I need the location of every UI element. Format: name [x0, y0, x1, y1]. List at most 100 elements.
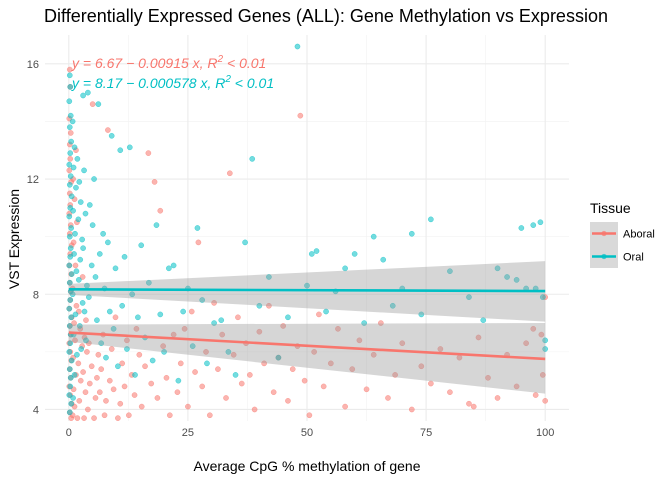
data-point — [342, 265, 348, 272]
data-point — [313, 248, 320, 254]
data-point — [157, 207, 164, 214]
data-point — [170, 262, 177, 269]
data-point — [82, 389, 89, 395]
data-point — [68, 271, 75, 277]
data-point — [166, 265, 172, 272]
y-axis-title: VST Expression — [6, 189, 22, 289]
data-point — [96, 251, 103, 257]
data-point — [96, 389, 103, 395]
data-point — [77, 256, 84, 263]
data-point — [247, 372, 253, 378]
legend-label: Oral — [623, 252, 644, 264]
data-point — [124, 337, 130, 344]
data-point — [177, 360, 184, 367]
data-point — [74, 156, 81, 162]
data-point — [78, 346, 85, 352]
data-point — [142, 363, 148, 370]
data-point — [121, 254, 128, 260]
regression-line — [68, 288, 546, 293]
data-point — [211, 320, 217, 326]
data-point — [81, 415, 87, 421]
legend: Tissue Aboral Oral — [590, 200, 655, 268]
data-point — [72, 311, 79, 318]
data-point — [68, 225, 74, 231]
data-point — [67, 245, 74, 251]
data-point — [73, 302, 80, 309]
data-point — [76, 277, 82, 283]
data-point — [85, 89, 91, 96]
x-tick-label: 0 — [66, 427, 72, 439]
data-point — [67, 150, 74, 156]
data-point — [66, 262, 73, 269]
data-point — [167, 412, 173, 419]
data-point — [91, 176, 97, 182]
data-point — [106, 308, 113, 315]
data-point — [351, 251, 358, 257]
data-point — [289, 366, 296, 372]
data-point — [81, 308, 88, 315]
data-point — [470, 403, 477, 410]
x-axis-title: Average CpG % methylation of gene — [194, 458, 421, 474]
data-point — [175, 377, 182, 384]
data-point — [101, 412, 108, 419]
data-point — [174, 389, 181, 395]
data-point — [67, 254, 74, 260]
data-point — [475, 334, 482, 341]
data-point — [75, 216, 82, 223]
x-tick-label: 75 — [420, 427, 432, 439]
data-point — [136, 351, 143, 358]
data-point — [230, 351, 237, 358]
data-point — [79, 300, 86, 306]
regression-equation: y = 6.67 − 0.00915 x, R2 < 0.01 — [71, 54, 266, 71]
data-point — [181, 326, 188, 332]
data-point — [151, 179, 158, 185]
data-point — [73, 184, 79, 191]
data-point — [66, 66, 73, 73]
data-point — [311, 349, 317, 355]
data-point — [437, 346, 444, 352]
data-point — [67, 173, 74, 179]
series-points — [66, 43, 548, 416]
data-point — [227, 170, 233, 177]
data-point — [542, 346, 548, 352]
data-point — [518, 225, 525, 231]
data-point — [203, 349, 209, 355]
data-point — [67, 383, 74, 390]
data-point — [270, 389, 277, 395]
data-point — [428, 216, 434, 223]
legend-point — [601, 253, 607, 260]
data-point — [103, 398, 109, 404]
data-point — [74, 351, 80, 358]
data-point — [428, 380, 434, 387]
data-point — [67, 340, 74, 347]
data-point — [94, 317, 100, 323]
data-point — [66, 305, 73, 312]
y-tick-label: 8 — [33, 289, 39, 301]
data-point — [68, 357, 75, 364]
data-point — [504, 274, 510, 280]
data-point — [66, 161, 73, 168]
data-point — [204, 360, 210, 367]
data-point — [88, 363, 95, 370]
data-point — [66, 124, 73, 130]
data-point — [225, 349, 232, 355]
data-point — [418, 363, 425, 370]
data-point — [131, 392, 138, 398]
data-point — [66, 213, 73, 220]
data-point — [70, 207, 76, 214]
legend-point — [601, 230, 607, 237]
data-point — [215, 366, 221, 372]
data-point — [71, 144, 78, 151]
data-point — [76, 323, 83, 329]
data-point — [466, 294, 472, 300]
data-point — [146, 279, 152, 286]
data-point — [301, 377, 308, 384]
data-point — [91, 415, 97, 421]
data-point — [105, 127, 111, 133]
data-point — [72, 337, 78, 344]
data-point — [266, 302, 272, 309]
data-point — [80, 92, 86, 99]
data-point — [76, 179, 83, 185]
data-point — [77, 199, 84, 205]
data-point — [207, 412, 213, 419]
